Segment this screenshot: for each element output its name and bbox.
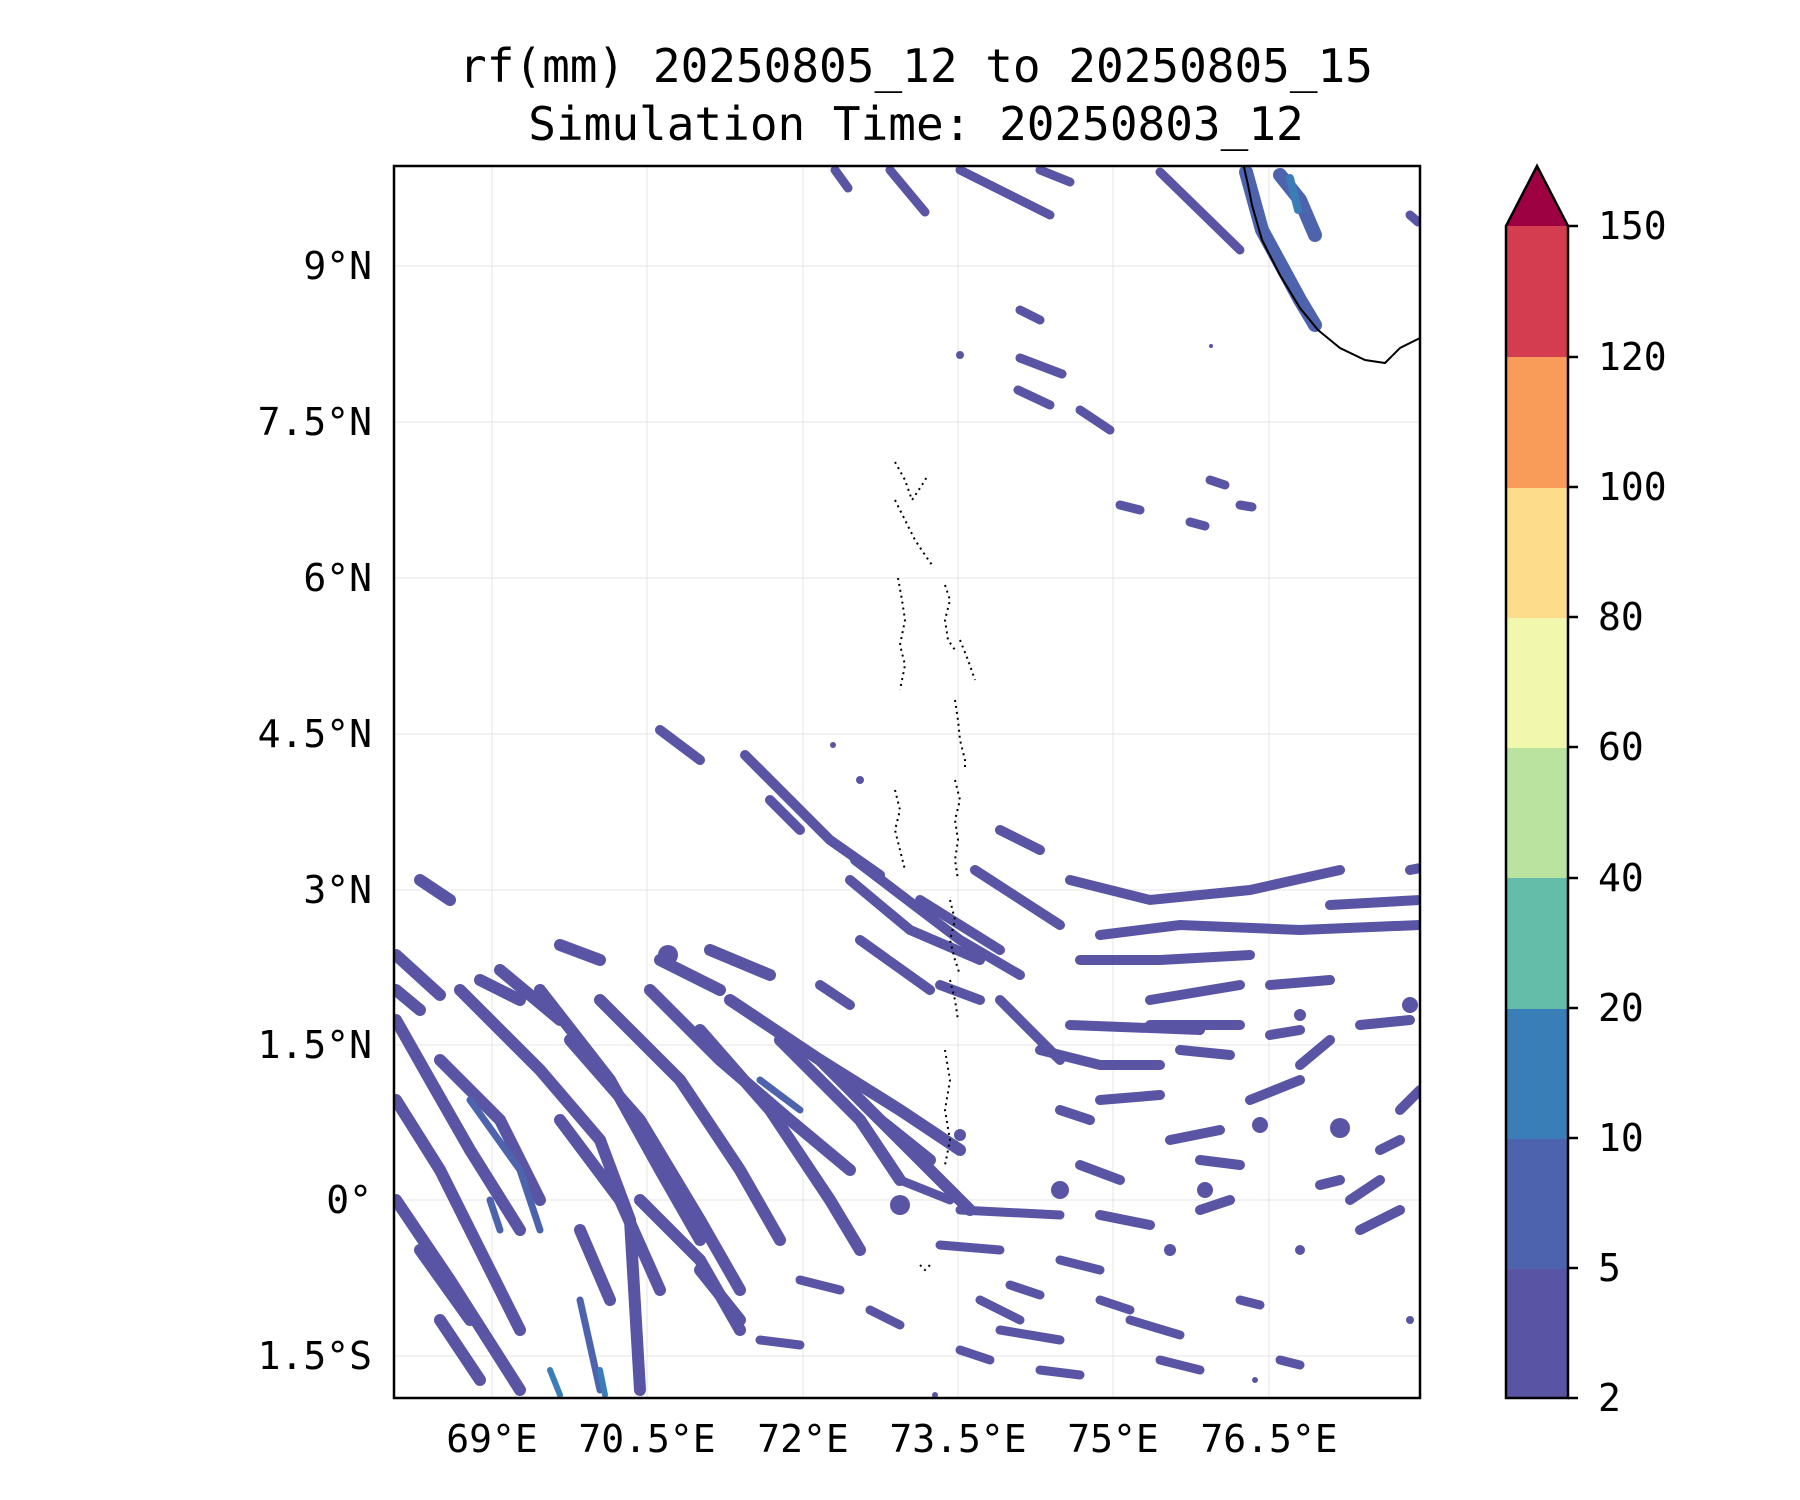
rainfall-band-central — [655, 725, 1420, 1235]
colorbar-label-10: 150 — [1598, 204, 1667, 248]
colorbar-label-6: 60 — [1598, 725, 1644, 769]
colorbar-segments — [1506, 226, 1568, 1399]
rainfall-band-coast-core — [1286, 174, 1302, 214]
rainfall-band-west-peak — [547, 1367, 608, 1398]
y-axis: 9°N 7.5°N 6°N 4.5°N 3°N 1.5°N 0° 1.5°S — [258, 244, 372, 1378]
rainfall-band-west — [394, 874, 976, 1396]
colorbar-ticks — [1568, 224, 1578, 1400]
rainfall-band-coast — [1239, 166, 1322, 332]
y-tick-label-4: 4.5°N — [258, 712, 372, 756]
y-tick-label-7: 0° — [326, 1178, 372, 1222]
rainfall-field — [394, 166, 1420, 1398]
x-tick-label-5: 75°E — [1067, 1417, 1159, 1461]
colorbar-tick-labels: 2 5 10 20 40 60 80 100 120 150 — [1598, 204, 1667, 1420]
x-tick-label-6: 76.5°E — [1200, 1417, 1337, 1461]
y-tick-label-3: 6°N — [303, 556, 372, 600]
x-tick-label-3: 72°E — [757, 1417, 849, 1461]
coastline — [1243, 166, 1420, 365]
colorbar-segment-8 — [1506, 357, 1568, 488]
y-tick-label-6: 1.5°N — [258, 1023, 372, 1067]
colorbar-extend-arrow — [1506, 166, 1568, 226]
x-tick-label-1: 69°E — [446, 1417, 538, 1461]
colorbar-label-1: 2 — [1598, 1376, 1621, 1420]
colorbar: 2 5 10 20 40 60 80 100 120 150 — [1504, 163, 1667, 1420]
y-tick-label-1: 9°N — [303, 244, 372, 288]
plot-area — [394, 166, 1420, 1398]
colorbar-label-2: 5 — [1598, 1246, 1621, 1290]
x-tick-label-2: 70.5°E — [578, 1417, 715, 1461]
maldives-atolls — [893, 461, 976, 1272]
colorbar-label-4: 20 — [1598, 986, 1644, 1030]
colorbar-frame — [1504, 163, 1570, 1400]
colorbar-segment-9 — [1506, 226, 1568, 357]
plot-frame — [392, 164, 1422, 1400]
colorbar-label-7: 80 — [1598, 595, 1644, 639]
rainfall-band-north — [830, 166, 1420, 531]
colorbar-label-3: 10 — [1598, 1116, 1644, 1160]
map-title-line-1: rf(mm) 20250805_12 to 20250805_15 — [459, 39, 1373, 93]
colorbar-label-8: 100 — [1598, 465, 1667, 509]
colorbar-segment-5 — [1506, 747, 1568, 878]
colorbar-segment-7 — [1506, 487, 1568, 618]
colorbar-label-5: 40 — [1598, 856, 1644, 900]
map-title-line-2: Simulation Time: 20250803_12 — [528, 97, 1304, 151]
y-tick-label-8: 1.5°S — [258, 1334, 372, 1378]
colorbar-label-9: 120 — [1598, 335, 1667, 379]
colorbar-segment-4 — [1506, 878, 1568, 1009]
rainfall-band-west-core — [466, 1076, 804, 1394]
india-coastline — [1243, 166, 1420, 365]
x-axis: 69°E 70.5°E 72°E 73.5°E 75°E 76.5°E — [446, 1417, 1337, 1461]
x-tick-label-4: 73.5°E — [889, 1417, 1026, 1461]
y-tick-label-2: 7.5°N — [258, 400, 372, 444]
colorbar-segment-6 — [1506, 617, 1568, 748]
rainfall-band-lower — [755, 1175, 1305, 1380]
colorbar-segment-2 — [1506, 1138, 1568, 1269]
y-tick-label-5: 3°N — [303, 868, 372, 912]
colorbar-segment-1 — [1506, 1268, 1568, 1399]
rainfall-scatter-cells — [658, 344, 1418, 1398]
colorbar-segment-3 — [1506, 1008, 1568, 1139]
